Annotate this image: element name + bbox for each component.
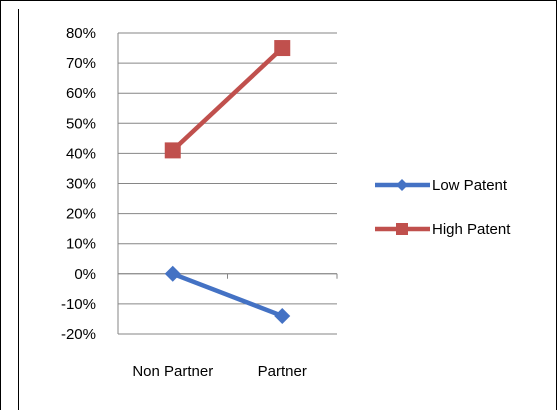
legend: Low Patent High Patent	[375, 177, 511, 238]
y-tick-label: 50%	[66, 115, 96, 132]
legend-label: Low Patent	[432, 177, 508, 194]
y-tick-label: -20%	[61, 326, 96, 343]
y-tick-label: 30%	[66, 176, 96, 193]
legend-label: High Patent	[432, 221, 511, 238]
y-tick-label: 20%	[66, 206, 96, 223]
y-tick-labels: 80% 70% 60% 50% 40% 30% 20% 10% 0% -10% -20%	[61, 25, 96, 343]
legend-marker	[396, 179, 408, 191]
y-tick-label: 10%	[66, 236, 96, 253]
data-point	[164, 265, 181, 282]
y-tick-label: 80%	[66, 25, 96, 42]
y-tick-label: 0%	[74, 266, 96, 283]
frame-divider	[18, 9, 19, 410]
x-tick-label: Partner	[258, 363, 307, 380]
x-axis-ticks	[117, 273, 338, 279]
y-tick-label: -10%	[61, 296, 96, 313]
data-point	[274, 40, 291, 57]
y-tick-label: 40%	[66, 145, 96, 162]
series-line	[171, 46, 284, 153]
series-line	[171, 271, 284, 319]
y-tick-label: 70%	[66, 55, 96, 72]
x-tick-label: Non Partner	[132, 363, 213, 380]
series-markers	[164, 40, 291, 324]
gridlines	[118, 32, 337, 335]
data-point	[164, 142, 181, 159]
legend-marker	[396, 223, 408, 235]
data-point	[274, 307, 291, 324]
y-tick-label: 60%	[66, 85, 96, 102]
series-lines	[171, 46, 284, 319]
x-tick-labels: Non Partner Partner	[132, 363, 307, 380]
